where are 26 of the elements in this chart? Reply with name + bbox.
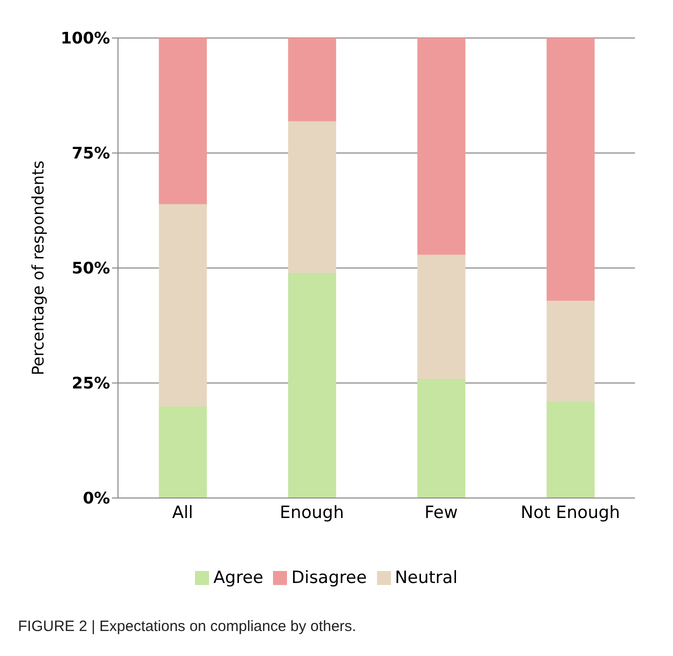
x-tick-label: All — [172, 503, 194, 524]
bar — [288, 272, 336, 498]
caption: FIGURE 2 | Expectations on compliance by others. — [18, 618, 358, 635]
legend-label: Neutral — [394, 568, 458, 588]
legend-label: Disagree — [291, 568, 367, 588]
bar — [417, 38, 466, 255]
bar — [288, 120, 336, 274]
bar — [546, 300, 595, 402]
bar — [417, 254, 466, 379]
bar — [546, 400, 595, 498]
y-axis-title: Percentage of respondents — [28, 160, 48, 376]
legend-label: Agree — [213, 568, 264, 588]
bar — [417, 378, 466, 498]
bar — [288, 38, 336, 122]
bar — [158, 406, 207, 498]
bar — [158, 38, 207, 204]
x-tick-label: Not Enough — [520, 503, 620, 524]
y-tick-label: 0% — [82, 488, 110, 508]
x-tick-label: Enough — [280, 503, 344, 524]
y-tick-label: 50% — [72, 258, 110, 278]
y-tick-label: 75% — [72, 144, 110, 163]
x-tick-label: Few — [424, 503, 458, 524]
y-tick-label: 25% — [72, 374, 110, 393]
bar — [546, 38, 595, 301]
bar — [158, 203, 207, 406]
y-tick-label: 100% — [60, 28, 110, 48]
